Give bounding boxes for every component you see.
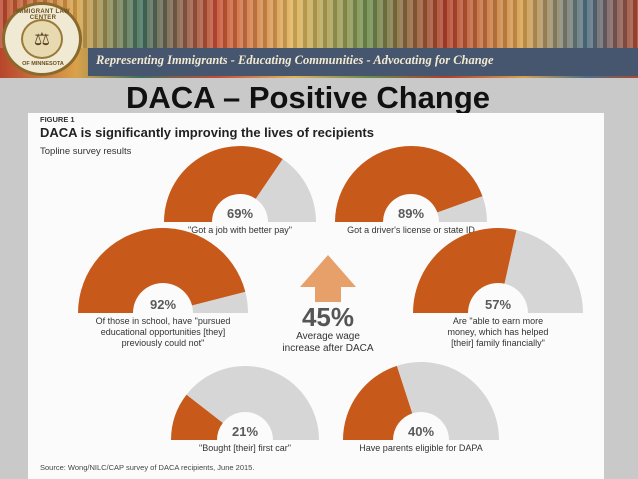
gauge-filled-arc <box>164 146 283 222</box>
gauge-caption: [their] family financially" <box>451 338 545 348</box>
center-caption: increase after DACA <box>282 343 373 354</box>
gauge-value-label: 69% <box>227 206 253 221</box>
tagline-bar <box>88 48 638 76</box>
logo-bottom-text: OF MINNESOTA <box>22 61 64 67</box>
slide-title: DACA – Positive Change <box>126 80 491 115</box>
up-arrow-icon <box>300 255 356 302</box>
gauge-chart: 69% "Got a job with better pay" 89% Got a d… <box>78 146 583 453</box>
gauge-caption: previously could not" <box>122 338 205 348</box>
center-value-label: 45% <box>302 302 354 332</box>
scales-of-justice-icon: ⚖ <box>33 29 51 49</box>
gauge-value-label: 21% <box>232 424 258 439</box>
gauge-remaining-arc <box>437 196 487 222</box>
figure-source: Source: Wong/NILC/CAP survey of DACA rec… <box>40 463 255 472</box>
gauge-remaining-arc <box>255 159 316 222</box>
figure-subtitle: Topline survey results <box>40 146 132 157</box>
gauge-value-label: 89% <box>398 206 424 221</box>
gauge-filled-arc <box>78 228 246 313</box>
gauge-1: 69% "Got a job with better pay" <box>164 146 316 235</box>
gauge-value-label: 40% <box>408 424 434 439</box>
gauge-filled-arc <box>343 365 413 440</box>
gauge-caption: Got a driver's license or state ID <box>347 225 475 235</box>
logo-seal: ⚖ <box>21 19 63 59</box>
figure-panel: FIGURE 1 DACA is significantly improving… <box>28 113 604 479</box>
gauge-caption: Are "able to earn more <box>453 316 543 326</box>
gauge-value-label: 92% <box>150 297 176 312</box>
gauge-caption: money, which has helped <box>448 327 549 337</box>
gauge-filled-arc <box>171 394 223 440</box>
gauge-filled-arc <box>335 146 483 222</box>
gauge-3: 92% Of those in school, have "pursuededuc… <box>78 228 248 348</box>
center-caption: Average wage <box>296 331 360 342</box>
organization-logo: IMMIGRANT LAW CENTER ⚖ OF MINNESOTA <box>2 2 82 76</box>
gauge-5: 21% "Bought [their] first car" <box>171 366 319 453</box>
tagline: Representing Immigrants - Educating Comm… <box>96 53 494 67</box>
banner-pattern <box>0 0 638 48</box>
logo-top-text: IMMIGRANT LAW CENTER <box>16 9 70 21</box>
gauge-remaining-arc <box>504 230 583 313</box>
gauge-remaining-arc <box>192 291 248 313</box>
gauge-6: 40% Have parents eligible for DAPA <box>343 362 499 453</box>
gauge-caption: "Got a job with better pay" <box>188 225 292 235</box>
gauge-filled-arc <box>413 227 517 313</box>
gauge-remaining-arc <box>186 366 319 440</box>
gauge-caption: educational opportunities [they] <box>101 327 226 337</box>
figure-label: FIGURE 1 <box>40 115 75 124</box>
gauge-2: 89% Got a driver's license or state ID <box>335 146 487 235</box>
gauge-remaining-arc <box>396 362 499 440</box>
figure-title: DACA is significantly improving the live… <box>40 125 374 140</box>
gauge-value-label: 57% <box>485 297 511 312</box>
gauge-caption: "Bought [their] first car" <box>199 443 291 453</box>
gauge-caption: Of those in school, have "pursued <box>96 316 231 326</box>
gauge-caption: Have parents eligible for DAPA <box>359 443 482 453</box>
